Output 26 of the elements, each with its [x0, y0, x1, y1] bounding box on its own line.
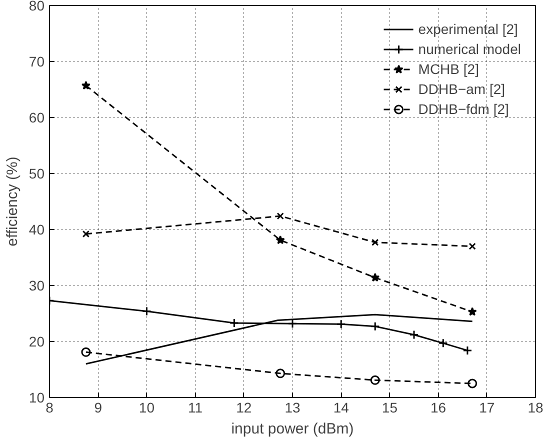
y-tick-label: 20	[28, 334, 45, 350]
x-tick-label: 14	[333, 400, 350, 416]
x-tick-label: 11	[188, 400, 203, 416]
x-axis-title: input power (dBm)	[231, 420, 354, 438]
x-tick-label: 16	[430, 400, 446, 416]
y-tick-label: 70	[28, 54, 45, 70]
y-tick-label: 80	[28, 0, 45, 14]
y-tick-label: 50	[28, 166, 45, 182]
x-tick-label: 17	[479, 400, 495, 416]
x-tick-label: 9	[94, 400, 102, 416]
x-tick-label: 15	[382, 400, 398, 416]
x-tick-label: 10	[138, 400, 155, 416]
legend-label: numerical model	[418, 41, 521, 57]
y-tick-label: 40	[28, 222, 45, 238]
legend-label: DDHB−fdm [2]	[418, 101, 509, 117]
legend-label: DDHB−am [2]	[418, 81, 506, 97]
x-tick-label: 12	[236, 400, 252, 416]
x-tick-label: 18	[528, 400, 544, 416]
y-tick-label: 60	[28, 110, 45, 126]
x-tick-label: 8	[46, 400, 54, 416]
x-tick-label: 13	[284, 400, 300, 416]
legend-label: MCHB [2]	[418, 61, 479, 77]
y-tick-label: 30	[28, 278, 45, 294]
y-tick-label: 10	[28, 390, 45, 406]
legend-label: experimental [2]	[418, 21, 518, 37]
y-axis-title: efficiency (%)	[4, 156, 21, 246]
